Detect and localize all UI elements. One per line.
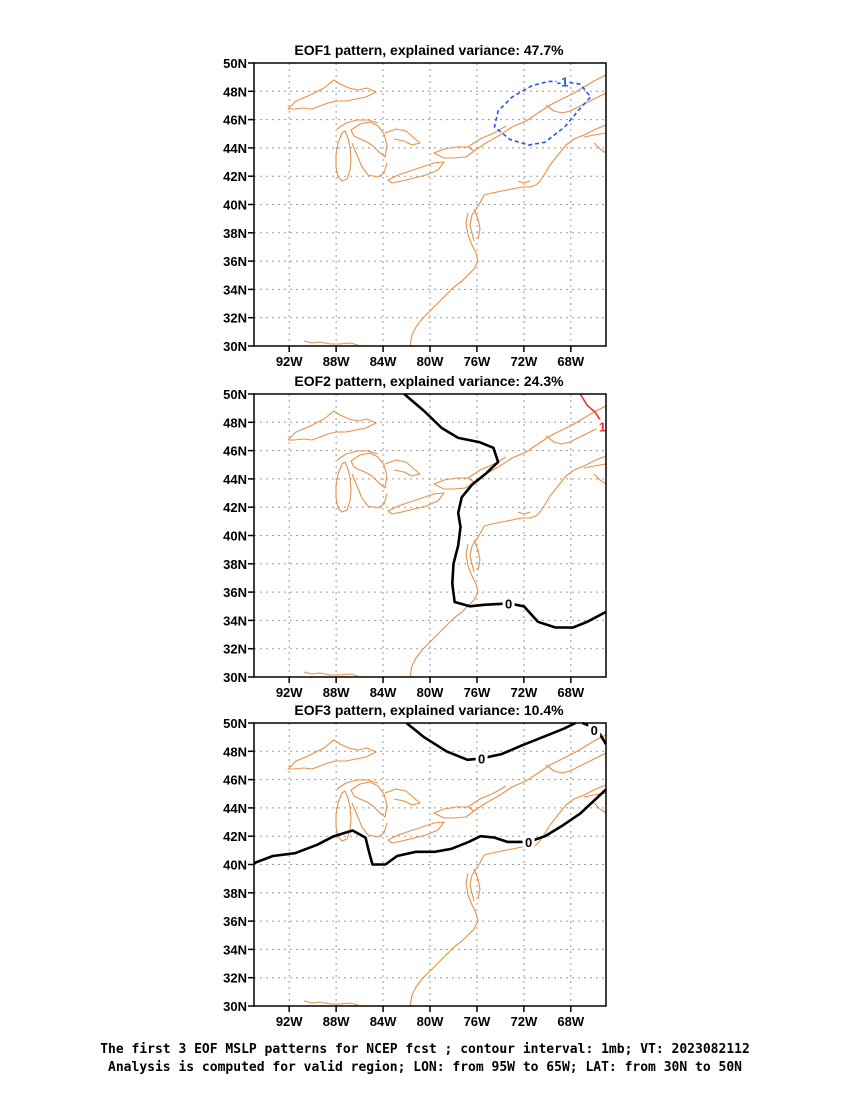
contour-lines: -1: [493, 74, 592, 146]
y-tick-label: 42N: [223, 169, 247, 184]
x-tick-label: 84W: [370, 685, 397, 700]
figure-caption-line1: The first 3 EOF MSLP patterns for NCEP f…: [100, 1042, 750, 1057]
y-tick-label: 50N: [223, 716, 247, 731]
y-axis: 30N 32N 34N 36N 38N 40N 42N 44N 46N 48N 50N: [223, 716, 254, 1014]
contour-label: 0: [478, 751, 485, 766]
y-tick-label: 34N: [223, 613, 247, 628]
x-tick-label: 76W: [464, 685, 491, 700]
x-tick-label: 84W: [370, 354, 397, 369]
x-tick-label: 72W: [510, 354, 537, 369]
y-tick-label: 32N: [223, 642, 247, 657]
contour-label: -1: [557, 74, 569, 89]
y-tick-label: 46N: [223, 444, 247, 459]
y-tick-label: 38N: [223, 886, 247, 901]
y-tick-label: 32N: [223, 971, 247, 986]
y-tick-label: 42N: [223, 500, 247, 515]
x-tick-label: 76W: [464, 1014, 491, 1029]
x-tick-label: 84W: [370, 1014, 397, 1029]
contour-label: 0: [525, 835, 532, 850]
figure-caption-line2: Analysis is computed for valid region; L…: [108, 1060, 742, 1075]
coastline: [287, 74, 607, 347]
panel-title: EOF3 pattern, explained variance: 10.4%: [294, 702, 564, 718]
y-tick-label: 50N: [223, 56, 247, 71]
panel-title: EOF2 pattern, explained variance: 24.3%: [294, 373, 564, 389]
x-tick-label: 68W: [557, 354, 584, 369]
y-tick-label: 36N: [223, 254, 247, 269]
contour-label-bg: [522, 834, 535, 848]
contour-label: 0: [591, 723, 598, 738]
contour-label: 1: [599, 420, 606, 435]
y-tick-label: 36N: [223, 914, 247, 929]
panel-title: EOF1 pattern, explained variance: 47.7%: [294, 42, 564, 58]
y-tick-label: 30N: [223, 670, 247, 685]
y-tick-label: 40N: [223, 198, 247, 213]
y-tick-label: 48N: [223, 415, 247, 430]
y-tick-label: 40N: [223, 858, 247, 873]
y-tick-label: 48N: [223, 84, 247, 99]
y-tick-label: 30N: [223, 339, 247, 354]
x-axis: 92W 88W 84W 80W 76W 72W 68W: [276, 346, 585, 369]
x-tick-label: 68W: [557, 1014, 584, 1029]
contour-lines: 0 0 0: [253, 721, 608, 866]
contour-label-bg: [502, 596, 515, 610]
y-axis: 30N 32N 34N 36N 38N 40N 42N 44N 46N 48N 50N: [223, 387, 254, 685]
x-tick-label: 88W: [323, 354, 350, 369]
y-tick-label: 34N: [223, 282, 247, 297]
y-tick-label: 46N: [223, 773, 247, 788]
x-tick-label: 72W: [510, 685, 537, 700]
panel-eof1: EOF1 pattern, explained variance: 47.7% …: [223, 42, 607, 369]
contour-line: [403, 393, 607, 629]
x-tick-label: 92W: [276, 1014, 303, 1029]
y-tick-label: 44N: [223, 801, 247, 816]
contour-label-bg: [475, 751, 488, 765]
contour-label-bg: [588, 723, 601, 737]
contour-label-bg: [556, 74, 569, 88]
panel-eof2: EOF2 pattern, explained variance: 24.3% …: [223, 373, 609, 700]
x-axis: 92W 88W 84W 80W 76W 72W 68W: [276, 677, 585, 700]
y-tick-label: 50N: [223, 387, 247, 402]
coastline: [287, 405, 607, 678]
x-tick-label: 76W: [464, 354, 491, 369]
y-axis: 30N 32N 34N 36N 38N 40N 42N 44N 46N 48N 50N: [223, 56, 254, 354]
x-tick-label: 80W: [417, 1014, 444, 1029]
contour-line: [405, 721, 577, 762]
x-tick-label: 80W: [417, 685, 444, 700]
x-tick-label: 88W: [323, 1014, 350, 1029]
contour-line: [579, 393, 604, 425]
contour-lines: 01: [403, 393, 609, 629]
panel-eof3: EOF3 pattern, explained variance: 10.4% …: [223, 702, 608, 1029]
grid-lines: [254, 723, 606, 1006]
y-tick-label: 36N: [223, 585, 247, 600]
x-tick-label: 92W: [276, 685, 303, 700]
y-tick-label: 46N: [223, 113, 247, 128]
x-tick-label: 92W: [276, 354, 303, 369]
y-tick-label: 42N: [223, 829, 247, 844]
contour-line: [493, 80, 592, 146]
grid-lines: [254, 63, 606, 346]
y-tick-label: 38N: [223, 557, 247, 572]
contour-label: 0: [505, 596, 512, 611]
eof-pattern-maps: EOF1 pattern, explained variance: 47.7% …: [223, 42, 609, 1029]
coastline: [287, 734, 607, 1007]
y-tick-label: 38N: [223, 226, 247, 241]
x-tick-label: 68W: [557, 685, 584, 700]
x-tick-label: 80W: [417, 354, 444, 369]
y-tick-label: 48N: [223, 744, 247, 759]
y-tick-label: 30N: [223, 999, 247, 1014]
y-tick-label: 44N: [223, 472, 247, 487]
y-tick-label: 32N: [223, 311, 247, 326]
x-tick-label: 88W: [323, 685, 350, 700]
y-tick-label: 34N: [223, 942, 247, 957]
y-tick-label: 40N: [223, 529, 247, 544]
x-axis: 92W 88W 84W 80W 76W 72W 68W: [276, 1006, 585, 1029]
grid-lines: [254, 394, 606, 677]
y-tick-label: 44N: [223, 141, 247, 156]
x-tick-label: 72W: [510, 1014, 537, 1029]
